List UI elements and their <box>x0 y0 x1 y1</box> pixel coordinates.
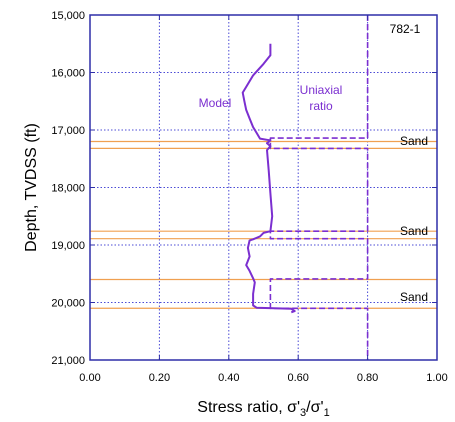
y-tick-label: 16,000 <box>51 68 85 80</box>
x-tick-label: 0.60 <box>287 372 308 384</box>
x-axis-title-sigma3: σ' <box>287 399 300 416</box>
x-axis-title-sigma1: σ' <box>311 399 324 416</box>
panel-label: 782-1 <box>390 22 421 36</box>
x-axis-title-slash: / <box>306 399 311 416</box>
y-tick-label: 19,000 <box>51 240 85 252</box>
y-axis-title: Depth, TVDSS (ft) <box>23 123 40 252</box>
uniaxial-ratio-line <box>269 15 369 360</box>
x-tick-label: 0.20 <box>149 372 170 384</box>
x-tick-label: 0.40 <box>218 372 239 384</box>
model-series-label: Model <box>199 96 232 110</box>
sand-intervals: Sand Sand Sand <box>90 134 437 309</box>
y-tick-label: 20,000 <box>51 298 85 310</box>
sand-label: Sand <box>400 290 428 304</box>
y-tick-label: 15,000 <box>51 10 85 22</box>
y-tick-label: 18,000 <box>51 183 85 195</box>
sand-label: Sand <box>400 134 428 148</box>
axis-ticks: 0.00 0.20 0.40 0.60 0.80 1.00 15,000 16,000 17,0… <box>51 10 447 384</box>
uniaxial-series-label-line1: Uniaxial <box>300 83 343 97</box>
x-tick-label: 1.00 <box>426 372 447 384</box>
x-axis-title-sub1: 1 <box>324 407 330 419</box>
x-tick-label: 0.00 <box>79 372 100 384</box>
sand-label: Sand <box>400 224 428 238</box>
x-axis-title-sub3: 3 <box>300 407 306 419</box>
y-tick-label: 17,000 <box>51 125 85 137</box>
y-tick-label: 21,000 <box>51 355 85 367</box>
x-axis-title-main: Stress ratio, <box>197 399 287 416</box>
x-axis-title: Stress ratio, σ'3/σ'1 <box>197 399 329 419</box>
series-lines <box>241 15 369 360</box>
model-line <box>241 43 296 314</box>
x-tick-label: 0.80 <box>357 372 378 384</box>
uniaxial-series-label-line2: ratio <box>309 99 333 113</box>
